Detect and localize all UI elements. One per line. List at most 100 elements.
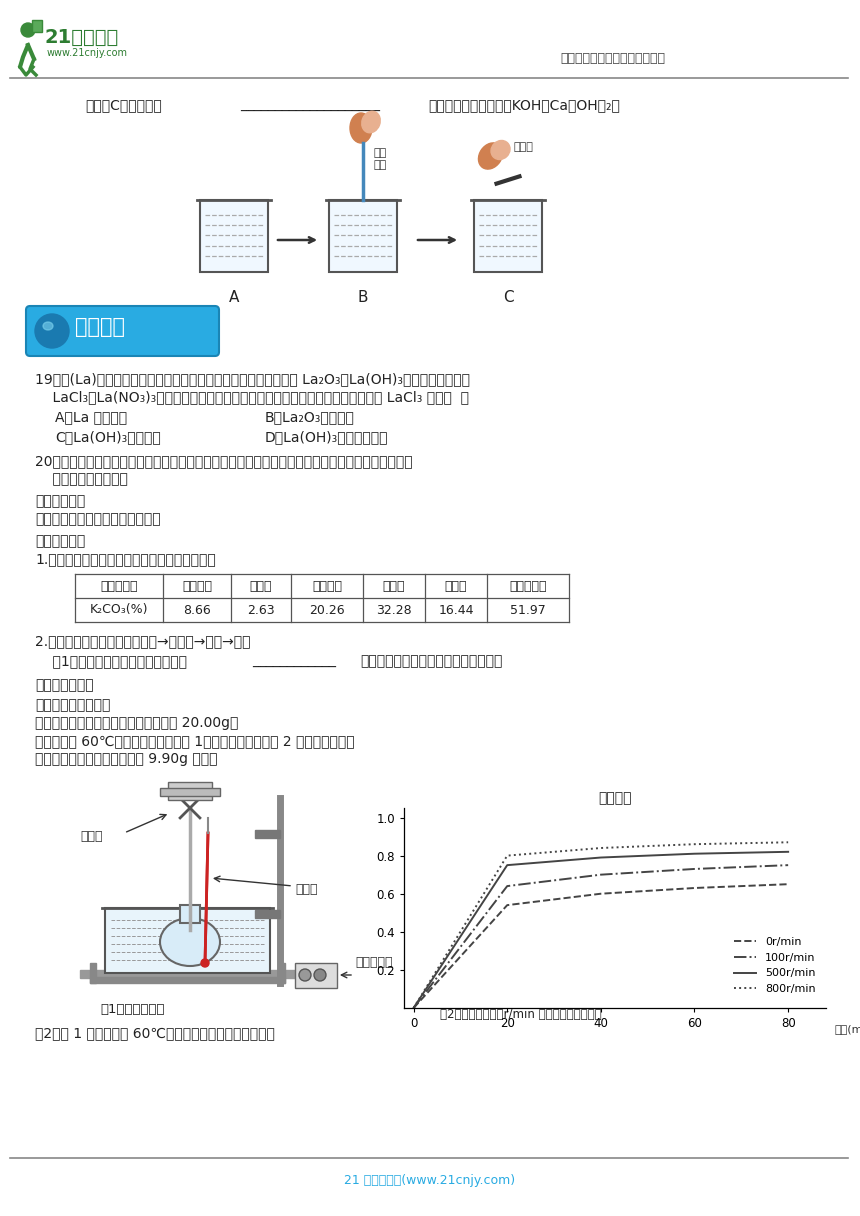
Bar (255, 910, 280, 918)
Text: 小麦秆灰: 小麦秆灰 (312, 580, 342, 592)
Text: A: A (229, 289, 239, 305)
Text: 酚酞: 酚酞 (373, 148, 386, 158)
Text: （1）表格中钾含量最高的草木灰是: （1）表格中钾含量最高的草木灰是 (35, 654, 187, 668)
100r/min (408, 1001, 419, 1015)
Text: 溶液: 溶液 (373, 161, 386, 170)
Bar (160, 788, 220, 796)
Bar (90, 976, 285, 983)
Text: 棉壳灰: 棉壳灰 (383, 580, 405, 592)
800r/min (408, 1001, 419, 1015)
Text: 向日葵秆灰: 向日葵秆灰 (509, 580, 547, 592)
Circle shape (299, 969, 311, 981)
Text: 图1浸洗实验装置: 图1浸洗实验装置 (100, 1003, 164, 1017)
Text: 第一步：燃烧秸秆，收集草木灰，称取 20.00g。: 第一步：燃烧秸秆，收集草木灰，称取 20.00g。 (35, 716, 238, 730)
100r/min (502, 879, 513, 894)
Circle shape (35, 314, 69, 348)
Bar (255, 831, 280, 838)
Text: 实验一：提取碳酸钾: 实验一：提取碳酸钾 (35, 698, 110, 713)
Text: B: B (358, 289, 368, 305)
500r/min (502, 857, 513, 872)
Bar (10, 10, 230, 75)
Text: 第二步：用 60℃水浸洗草木灰（如图 1）并过滤，浸洗滤渣 2 次，合并滤液。: 第二步：用 60℃水浸洗草木灰（如图 1）并过滤，浸洗滤渣 2 次，合并滤液。 (35, 734, 354, 748)
Ellipse shape (160, 918, 220, 966)
500r/min (408, 1001, 419, 1015)
Line: 800r/min: 800r/min (414, 843, 788, 1008)
Ellipse shape (350, 113, 372, 143)
Legend: 0r/min, 100r/min, 500r/min, 800r/min: 0r/min, 100r/min, 500r/min, 800r/min (729, 933, 820, 998)
Bar (180, 905, 200, 923)
800r/min (783, 835, 793, 850)
Ellipse shape (362, 111, 380, 133)
Text: 21世纪教育: 21世纪教育 (45, 28, 120, 47)
Ellipse shape (491, 141, 510, 159)
Bar (295, 963, 337, 987)
Text: ____________________: ____________________ (240, 98, 380, 112)
0r/min (408, 1001, 419, 1015)
Text: 2.63: 2.63 (247, 603, 275, 617)
Text: 【设计与实验】: 【设计与实验】 (35, 679, 94, 692)
Text: A．La 和稀盐酸: A．La 和稀盐酸 (55, 410, 127, 424)
Circle shape (201, 959, 209, 967)
Text: K₂CO₃(%): K₂CO₃(%) (89, 603, 148, 617)
Text: 【查阅资料】: 【查阅资料】 (35, 534, 85, 548)
Bar (200, 199, 268, 272)
Ellipse shape (40, 319, 64, 344)
Text: 温度计: 温度计 (295, 883, 317, 896)
Text: 1.常见草木灰钾含量（以碳酸钾表示）如下表：: 1.常见草木灰钾含量（以碳酸钾表示）如下表： (35, 552, 216, 565)
Text: 稻草灰: 稻草灰 (249, 580, 273, 592)
Text: 草木灰种类: 草木灰种类 (101, 580, 138, 592)
0r/min (783, 877, 793, 891)
Text: 图）。C烧杯中出现: 图）。C烧杯中出现 (85, 98, 162, 112)
Bar (329, 199, 397, 272)
Text: 图2钾浸取率曲线（r/min 表示每分钟的转数）: 图2钾浸取率曲线（r/min 表示每分钟的转数） (440, 1008, 602, 1021)
Text: 转速调节器: 转速调节器 (355, 956, 392, 969)
Text: 51.97: 51.97 (510, 603, 546, 617)
800r/min (690, 837, 700, 851)
500r/min (596, 850, 606, 865)
100r/min (783, 857, 793, 872)
Text: ，同学们选用这种秸秆灰提取碳酸钾。: ，同学们选用这种秸秆灰提取碳酸钾。 (360, 654, 502, 668)
Line: 500r/min: 500r/min (414, 852, 788, 1008)
Text: （2）图 1 实验中，用 60℃的温水而不用冷水浸洗的原因: （2）图 1 实验中，用 60℃的温水而不用冷水浸洗的原因 (35, 1026, 275, 1040)
Text: 【提出问题】: 【提出问题】 (35, 494, 85, 508)
500r/min (783, 845, 793, 860)
Ellipse shape (43, 322, 53, 330)
800r/min (596, 840, 606, 855)
Bar (279, 963, 285, 983)
Text: www.21cnjy.com: www.21cnjy.com (47, 47, 128, 58)
Text: 20．劳动实践课上同学们用草木灰给农作物施肥。课后同学查阅资料，得知草木灰是一种重要的农家: 20．劳动实践课上同学们用草木灰给农作物施肥。课后同学查阅资料，得知草木灰是一种… (35, 454, 413, 468)
0r/min (596, 886, 606, 901)
Text: 16.44: 16.44 (439, 603, 474, 617)
Text: 32.28: 32.28 (376, 603, 412, 617)
Bar (32, 19, 42, 32)
Text: 20.26: 20.26 (310, 603, 345, 617)
0r/min (690, 880, 700, 895)
Text: 19．镧(La)是一种活动性比锌更强的元素，它的氧化物的化学式是 La₂O₃，La(OH)₃是不溶于水的碱，: 19．镧(La)是一种活动性比锌更强的元素，它的氧化物的化学式是 La₂O₃，L… (35, 372, 470, 385)
Bar (90, 963, 96, 983)
Text: 搅拌器: 搅拌器 (80, 831, 102, 843)
Text: B．La₂O₃和稀盐酸: B．La₂O₃和稀盐酸 (265, 410, 355, 424)
Text: 稀硫酸: 稀硫酸 (513, 142, 533, 152)
Line: 100r/min: 100r/min (414, 865, 788, 1008)
FancyBboxPatch shape (26, 306, 219, 356)
Text: 时间(min): 时间(min) (834, 1024, 860, 1034)
Text: 中小学教育资源及组卷应用平台: 中小学教育资源及组卷应用平台 (560, 52, 665, 64)
100r/min (690, 862, 700, 877)
Text: 小灌木灰: 小灌木灰 (182, 580, 212, 592)
Text: 2.提取碳酸钾主要过程是：秸秆→草木灰→滤液→固体: 2.提取碳酸钾主要过程是：秸秆→草木灰→滤液→固体 (35, 634, 250, 648)
Text: 8.66: 8.66 (183, 603, 211, 617)
Ellipse shape (478, 143, 502, 169)
Bar (168, 782, 212, 800)
Text: 第三步：蒸发滤液，烘干得到 9.90g 固体。: 第三步：蒸发滤液，烘干得到 9.90g 固体。 (35, 751, 218, 766)
Text: 棉秆灰: 棉秆灰 (445, 580, 467, 592)
Text: C．La(OH)₃和稀盐酸: C．La(OH)₃和稀盐酸 (55, 430, 161, 444)
100r/min (596, 867, 606, 882)
Text: D．La(OH)₃和氯化钾溶液: D．La(OH)₃和氯化钾溶液 (265, 430, 389, 444)
Text: 如何测定草木灰中碳酸钾的含量？: 如何测定草木灰中碳酸钾的含量？ (35, 512, 161, 527)
Text: 21 世纪教育网(www.21cnjy.com): 21 世纪教育网(www.21cnjy.com) (345, 1173, 515, 1187)
Bar (474, 199, 542, 272)
Text: LaCl₃、La(NO₃)₃都可溶于水。由此推断下列几组物质组合，不能直接反应制取 LaCl₃ 的是（  ）: LaCl₃、La(NO₃)₃都可溶于水。由此推断下列几组物质组合，不能直接反应制… (35, 390, 469, 404)
500r/min (690, 846, 700, 861)
Circle shape (314, 969, 326, 981)
Bar (108, 921, 267, 968)
